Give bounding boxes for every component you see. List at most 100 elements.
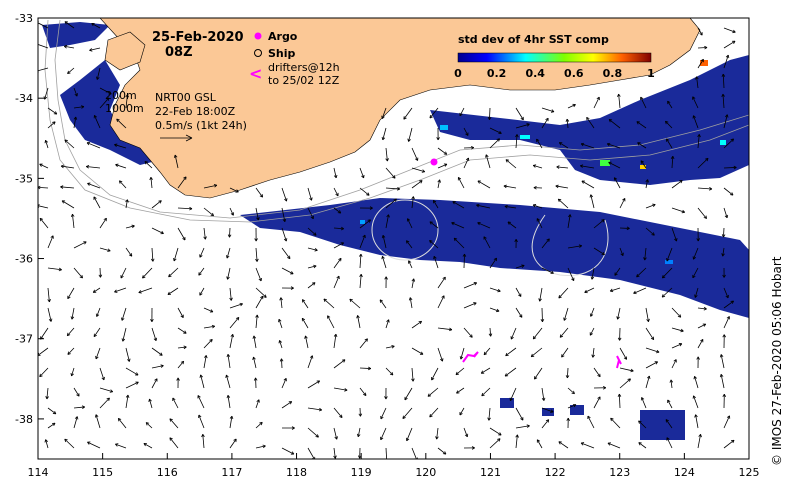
velocity-arrow bbox=[226, 247, 231, 259]
credit: © IMOS 27-Feb-2020 05:06 Hobart bbox=[770, 256, 784, 466]
velocity-arrow bbox=[229, 334, 235, 349]
velocity-arrow bbox=[617, 93, 621, 109]
velocity-arrow bbox=[359, 187, 370, 196]
x-tick-label: 120 bbox=[415, 466, 436, 479]
velocity-arrow bbox=[73, 267, 83, 279]
velocity-arrow bbox=[541, 107, 555, 113]
velocity-arrow bbox=[406, 240, 413, 249]
velocity-arrow bbox=[485, 154, 491, 169]
velocity-arrow bbox=[254, 227, 258, 242]
velocity-arrow bbox=[593, 219, 605, 229]
velocity-arrow bbox=[199, 247, 205, 258]
velocity-arrow bbox=[437, 276, 446, 289]
velocity-arrow bbox=[333, 275, 340, 289]
velocity-arrow bbox=[593, 247, 605, 256]
velocity-arrow bbox=[44, 139, 49, 149]
velocity-arrow bbox=[515, 307, 523, 318]
velocity-arrow bbox=[385, 344, 395, 349]
velocity-arrow bbox=[429, 221, 439, 229]
x-axis: 114 115 116 117 118 119 120 121 122 123 124 125 bbox=[28, 453, 760, 479]
velocity-arrow bbox=[693, 376, 699, 389]
velocity-arrow bbox=[457, 177, 465, 189]
velocity-arrow bbox=[669, 379, 674, 389]
velocity-arrow bbox=[489, 257, 497, 269]
contour-1000m bbox=[44, 19, 749, 223]
velocity-arrow bbox=[589, 307, 595, 317]
x-tick-label: 121 bbox=[480, 466, 501, 479]
argo-float bbox=[430, 158, 438, 166]
velocity-arrow bbox=[463, 327, 473, 338]
land-islet bbox=[104, 31, 146, 71]
velocity-arrow bbox=[723, 54, 730, 69]
velocity-arrow bbox=[541, 117, 549, 129]
velocity-arrow bbox=[333, 427, 338, 440]
velocity-arrow bbox=[125, 224, 135, 229]
velocity-arrow bbox=[541, 407, 554, 413]
velocity-arrow bbox=[504, 204, 517, 209]
velocity-arrow bbox=[98, 267, 103, 278]
y-tick-label: -34 bbox=[15, 92, 33, 105]
colorbar-tick-label: 0.6 bbox=[564, 67, 584, 80]
ship-legend-icon bbox=[254, 49, 262, 57]
current-scale: 0.5m/s (1kt 24h) bbox=[155, 119, 247, 132]
x-tick-label: 119 bbox=[351, 466, 372, 479]
velocity-arrow bbox=[671, 327, 684, 333]
colorbar-tick-label: 0.8 bbox=[603, 67, 623, 80]
drifters-legend-line1: drifters@12h bbox=[268, 61, 340, 74]
velocity-arrow bbox=[307, 247, 318, 252]
velocity-arrow bbox=[566, 417, 570, 429]
velocity-arrow bbox=[477, 221, 491, 229]
velocity-arrow bbox=[151, 347, 163, 356]
colorbar bbox=[457, 52, 652, 63]
velocity-arrow bbox=[87, 441, 101, 449]
velocity-arrow bbox=[148, 398, 153, 409]
velocity-arrow bbox=[593, 386, 607, 390]
velocity-arrow bbox=[411, 278, 416, 289]
velocity-arrow bbox=[489, 287, 501, 293]
velocity-arrow bbox=[722, 393, 727, 409]
velocity-arrow bbox=[697, 323, 707, 329]
velocity-arrow bbox=[125, 367, 139, 376]
velocity-arrow bbox=[692, 96, 699, 109]
velocity-arrow bbox=[114, 287, 127, 293]
velocity-arrow bbox=[538, 287, 543, 302]
velocity-arrow bbox=[115, 163, 127, 169]
velocity-arrow bbox=[534, 367, 543, 380]
velocity-arrow bbox=[167, 287, 179, 296]
velocity-arrow bbox=[561, 347, 569, 358]
colorbar-tick-label: 1 bbox=[647, 67, 655, 80]
colorbar-tick-label: 0.4 bbox=[525, 67, 545, 80]
velocity-arrow bbox=[489, 307, 500, 313]
velocity-arrow bbox=[96, 67, 101, 80]
x-tick-label: 123 bbox=[609, 466, 630, 479]
velocity-arrow bbox=[64, 44, 75, 49]
velocity-arrow bbox=[281, 426, 295, 430]
velocity-arrow bbox=[580, 442, 595, 449]
velocity-arrow bbox=[503, 184, 517, 189]
map-date: 25-Feb-2020 bbox=[152, 30, 244, 45]
velocity-arrow bbox=[488, 327, 493, 337]
velocity-arrow bbox=[636, 121, 647, 129]
velocity-arrow bbox=[60, 164, 75, 169]
velocity-arrow bbox=[99, 397, 110, 409]
x-tick-label: 114 bbox=[28, 466, 49, 479]
drifter-track bbox=[462, 351, 479, 363]
contour-200m bbox=[54, 19, 749, 219]
velocity-arrow bbox=[558, 142, 569, 149]
velocity-arrow bbox=[60, 185, 75, 189]
velocity-arrow bbox=[203, 183, 218, 189]
velocity-arrow bbox=[73, 405, 86, 409]
velocity-arrow bbox=[536, 138, 543, 149]
velocity-arrow bbox=[694, 287, 699, 298]
velocity-arrow bbox=[671, 343, 683, 349]
velocity-arrow bbox=[94, 414, 101, 429]
colorbar-title: std dev of 4hr SST comp bbox=[458, 33, 609, 46]
velocity-arrow bbox=[39, 217, 49, 229]
velocity-arrow bbox=[359, 253, 363, 269]
velocity-arrow bbox=[252, 335, 257, 349]
velocity-arrow bbox=[661, 267, 673, 279]
velocity-arrow bbox=[255, 187, 264, 198]
y-tick-label: -38 bbox=[15, 413, 33, 426]
y-tick-label: -37 bbox=[15, 333, 33, 346]
